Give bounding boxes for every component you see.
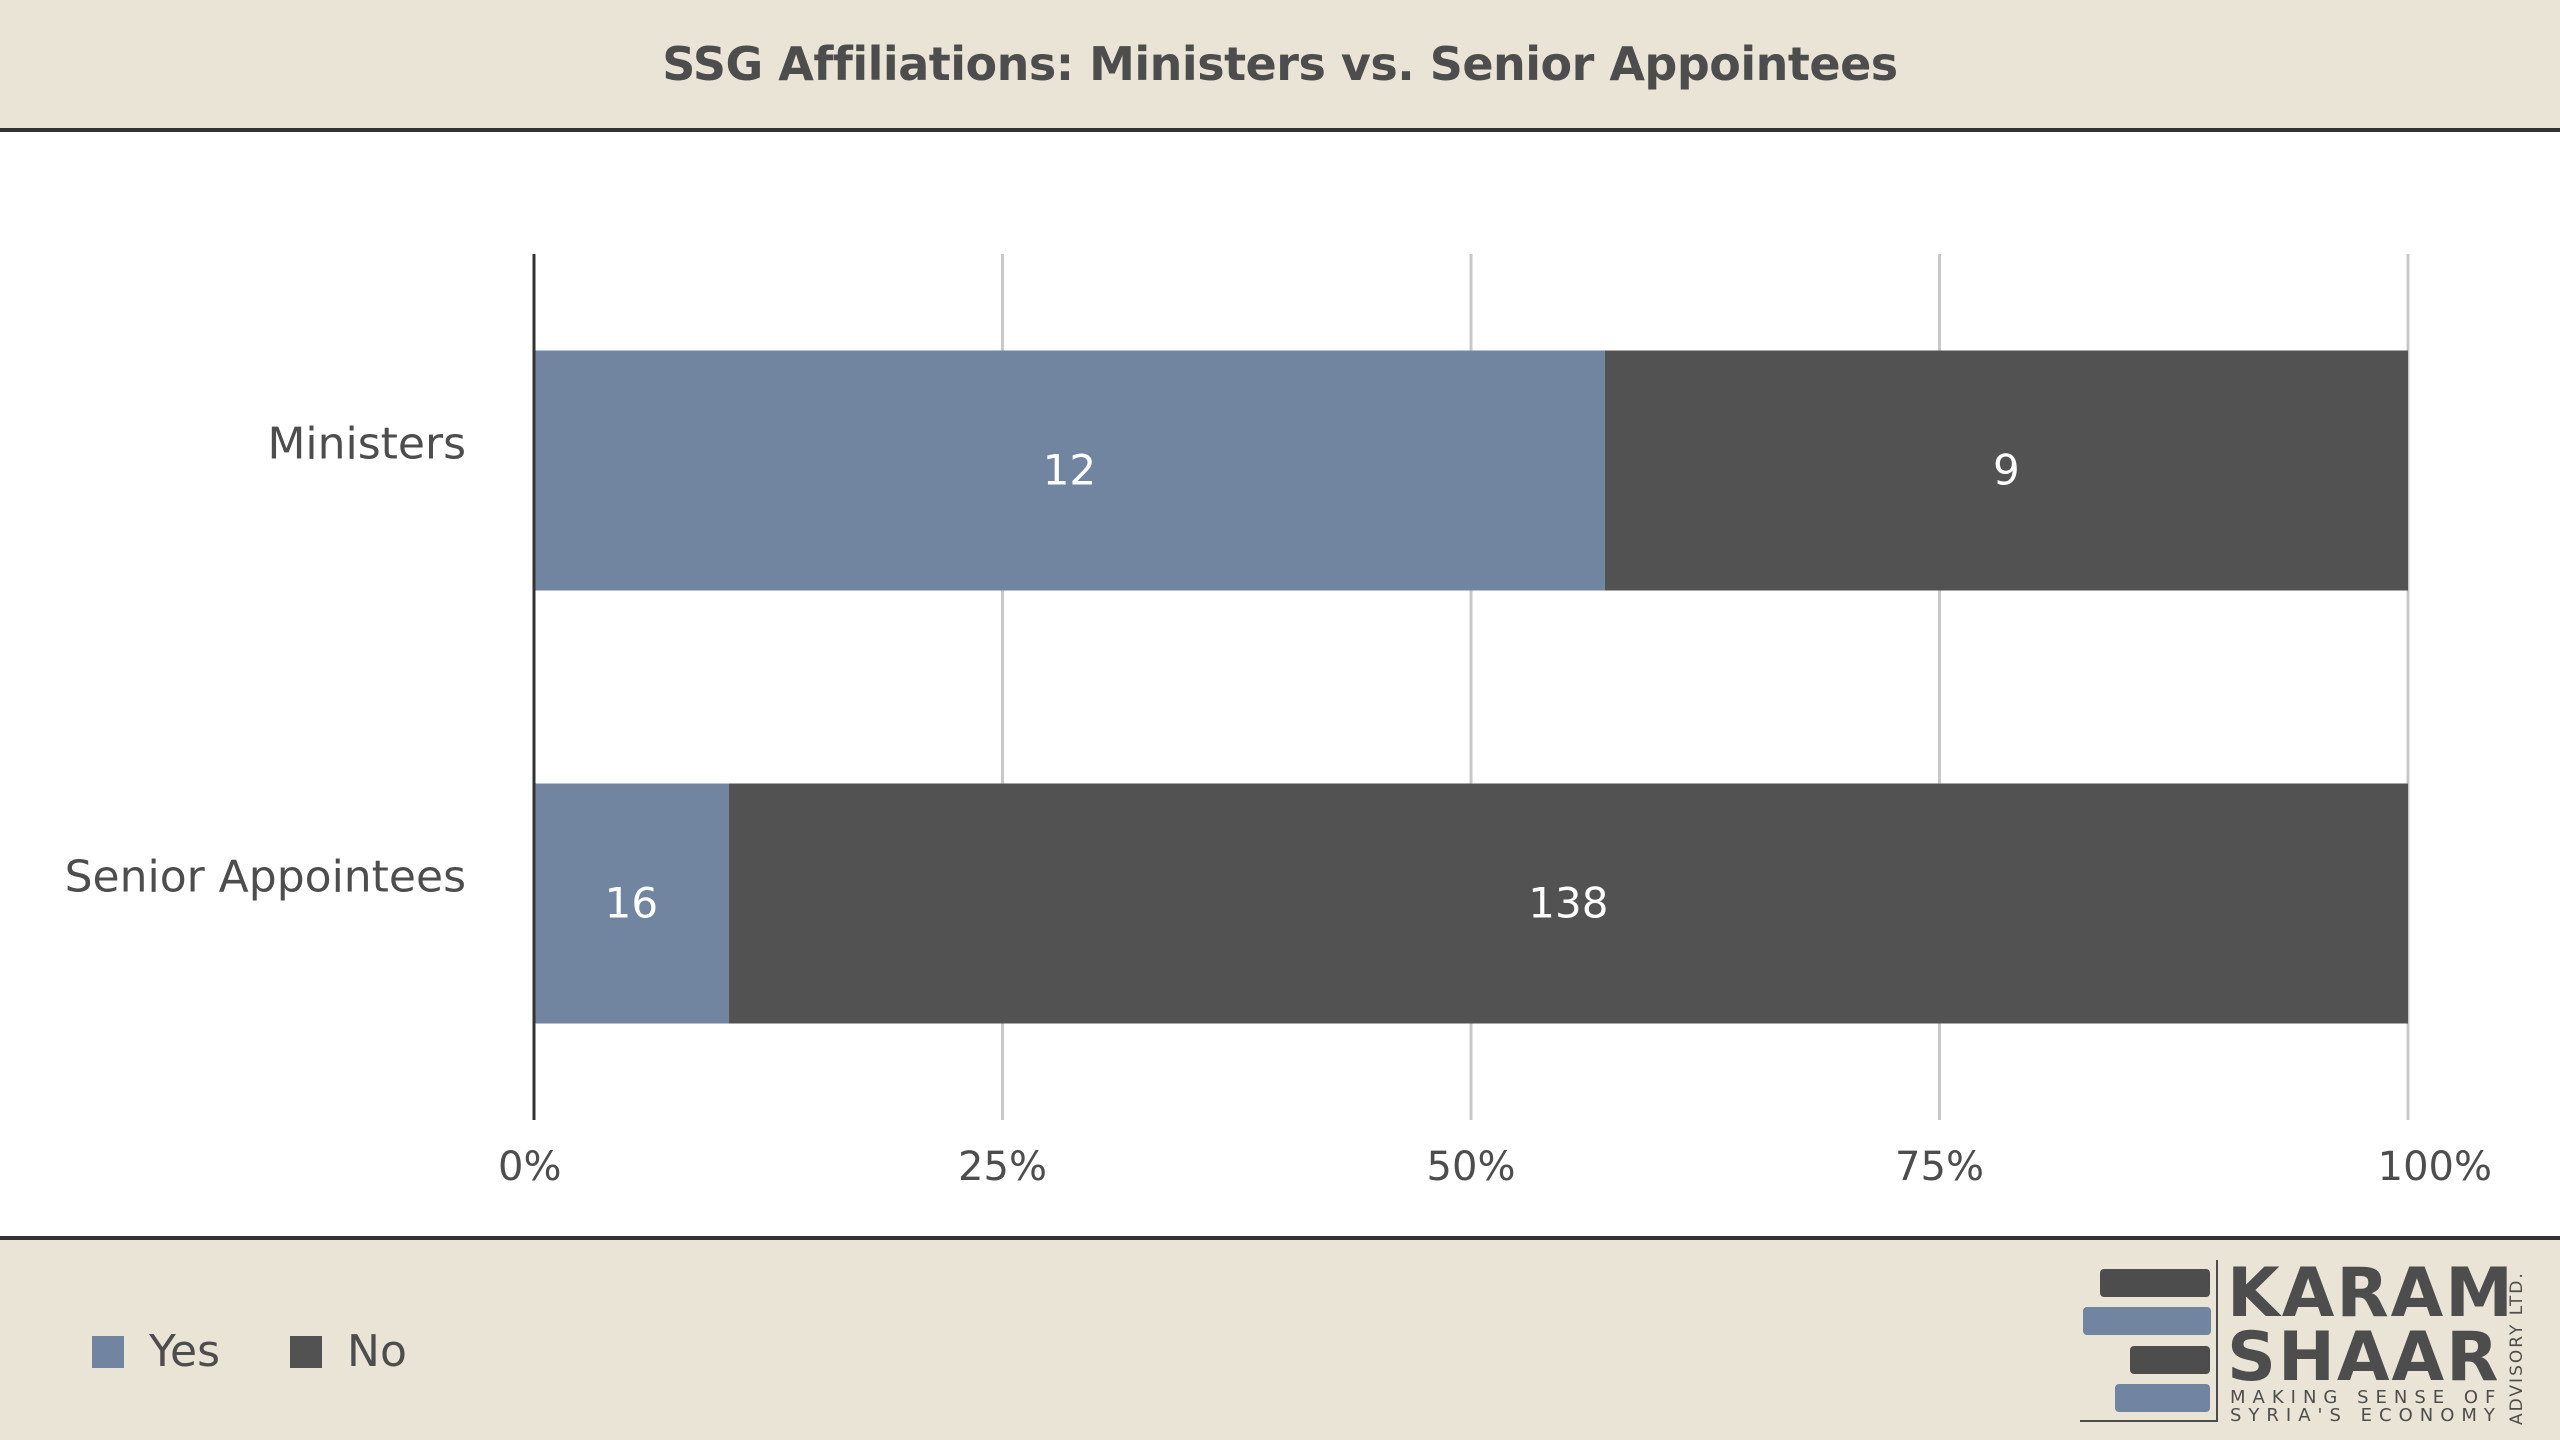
logo-word-shaar: SHAAR bbox=[2227, 1318, 2501, 1397]
logo-bar-2 bbox=[2083, 1307, 2211, 1335]
category-label-0: Ministers bbox=[267, 419, 466, 470]
legend-swatch-no bbox=[290, 1335, 323, 1368]
logo-base-line bbox=[2080, 1420, 2218, 1422]
logo-bar-3 bbox=[2130, 1346, 2210, 1374]
chart-header: SSG Affiliations: Ministers vs. Senior A… bbox=[0, 0, 2560, 132]
legend-label-no: No bbox=[347, 1326, 407, 1377]
logo-word-karam: KARAM bbox=[2227, 1254, 2515, 1333]
x-tick-label-1: 25% bbox=[958, 1144, 1047, 1190]
x-tick-label-2: 50% bbox=[1427, 1144, 1516, 1190]
x-tick-label-0: 0% bbox=[498, 1144, 561, 1190]
chart-footer: Yes No KARAM SHAAR MAKING SENSE OF SYRIA… bbox=[0, 1236, 2560, 1440]
logo-divider-line bbox=[2216, 1260, 2218, 1422]
bar-1-0 bbox=[534, 783, 729, 1024]
logo-tagline-1: MAKING SENSE OF bbox=[2230, 1387, 2503, 1408]
x-tick-label-4: 100% bbox=[2378, 1144, 2492, 1190]
chart-area: 0% 25% 50% 75% 100% 12 9 Ministers 16 138 Senior A… bbox=[0, 132, 2560, 1236]
stacked-bar-chart: 0% 25% 50% 75% 100% 12 9 Ministers 16 138 Senior A… bbox=[65, 254, 2492, 1190]
bar-0-0 bbox=[534, 350, 1605, 591]
logo-tagline-2: SYRIA'S ECONOMY bbox=[2230, 1405, 2502, 1426]
x-tick-label-3: 75% bbox=[1895, 1144, 1984, 1190]
logo-bar-1 bbox=[2100, 1269, 2210, 1297]
logo-side-text: ADVISORY LTD. bbox=[2507, 1271, 2527, 1425]
bar-label-0-0: 12 bbox=[1043, 446, 1096, 495]
logo-bar-4 bbox=[2115, 1384, 2210, 1412]
bar-1-1 bbox=[728, 783, 2408, 1024]
legend-label-yes: Yes bbox=[149, 1326, 221, 1377]
legend-item-no: No bbox=[290, 1326, 407, 1377]
category-label-1: Senior Appointees bbox=[65, 852, 466, 903]
legend-swatch-yes bbox=[92, 1335, 124, 1368]
legend-item-yes: Yes bbox=[92, 1326, 220, 1377]
bar-label-0-1: 9 bbox=[1993, 446, 2020, 495]
company-logo: KARAM SHAAR MAKING SENSE OF SYRIA'S ECON… bbox=[2075, 1260, 2545, 1440]
bar-0-1 bbox=[1604, 350, 2408, 591]
bar-label-1-0: 16 bbox=[605, 879, 658, 928]
chart-title: SSG Affiliations: Ministers vs. Senior A… bbox=[662, 37, 1898, 91]
legend: Yes No bbox=[92, 1326, 477, 1377]
bar-label-1-1: 138 bbox=[1528, 879, 1608, 928]
